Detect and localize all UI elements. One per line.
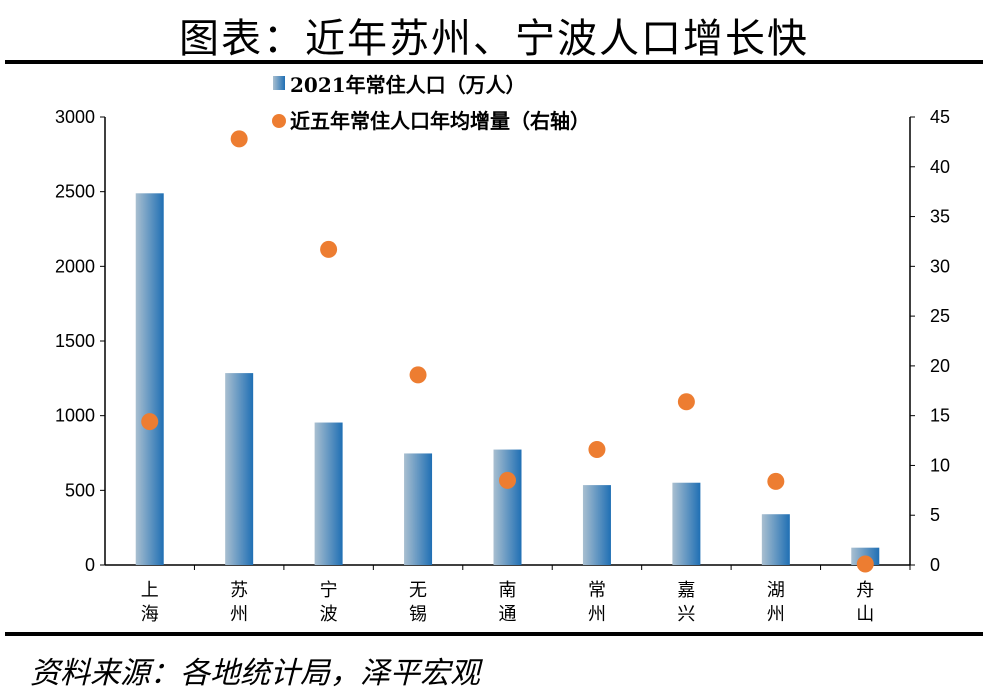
left-tick-label: 2500 xyxy=(55,182,95,202)
bar-无锡 xyxy=(404,453,433,565)
category-label: 通 xyxy=(499,604,517,625)
legend: 2021年常住人口（万人） 近五年常住人口年均增量（右轴） xyxy=(272,73,590,133)
category-label: 山 xyxy=(856,604,874,625)
bar-上海 xyxy=(135,193,164,565)
category-label: 州 xyxy=(230,604,248,625)
dot-宁波 xyxy=(320,240,338,258)
right-tick-label: 15 xyxy=(930,406,950,426)
category-label: 州 xyxy=(767,604,785,625)
dot-常州 xyxy=(588,441,606,459)
bar-湖州 xyxy=(761,514,790,565)
bar-南通 xyxy=(493,449,522,565)
right-tick-label: 40 xyxy=(930,157,950,177)
dot-苏州 xyxy=(230,130,248,148)
dot-嘉兴 xyxy=(677,393,695,411)
bottom-rule xyxy=(5,632,983,636)
right-tick-label: 0 xyxy=(930,555,940,575)
left-tick-label: 3000 xyxy=(55,107,95,127)
category-label: 苏 xyxy=(230,580,248,601)
bar-宁波 xyxy=(314,422,343,565)
dot-无锡 xyxy=(409,366,427,384)
left-tick-label: 2000 xyxy=(55,256,95,276)
legend-dot-label: 近五年常住人口年均增量（右轴） xyxy=(290,109,590,133)
dot-上海 xyxy=(141,413,159,431)
right-tick-label: 5 xyxy=(930,505,940,525)
chart-title: 图表：近年苏州、宁波人口增长快 xyxy=(179,16,809,62)
right-tick-label: 25 xyxy=(930,306,950,326)
category-label: 海 xyxy=(141,604,159,625)
left-tick-label: 0 xyxy=(85,555,95,575)
bar-常州 xyxy=(582,485,611,565)
right-tick-label: 45 xyxy=(930,107,950,127)
right-tick-label: 20 xyxy=(930,356,950,376)
left-tick-label: 1000 xyxy=(55,406,95,426)
right-tick-label: 30 xyxy=(930,256,950,276)
category-label: 无 xyxy=(409,580,427,601)
category-label: 上 xyxy=(141,580,159,601)
bar-苏州 xyxy=(225,373,254,565)
category-label: 嘉 xyxy=(677,580,695,601)
legend-bar-swatch xyxy=(273,76,285,90)
left-tick-label: 500 xyxy=(65,480,95,500)
dot-南通 xyxy=(499,471,516,489)
dot-舟山 xyxy=(856,555,874,573)
bar-嘉兴 xyxy=(672,482,701,565)
source-note: 资料来源：各地统计局，泽平宏观 xyxy=(30,656,480,691)
category-label: 南 xyxy=(499,580,517,601)
right-tick-label: 10 xyxy=(930,455,950,475)
category-label: 锡 xyxy=(409,604,427,625)
category-label: 湖 xyxy=(767,580,785,601)
category-label: 州 xyxy=(588,604,606,625)
category-label: 兴 xyxy=(677,604,695,625)
legend-dot-swatch xyxy=(272,114,286,128)
left-tick-label: 1500 xyxy=(55,331,95,351)
legend-bar-label: 2021年常住人口（万人） xyxy=(290,73,526,97)
category-label: 常 xyxy=(588,580,606,601)
top-rule xyxy=(5,60,983,64)
category-label: 舟 xyxy=(856,580,874,601)
category-label: 波 xyxy=(320,604,338,625)
category-label: 宁 xyxy=(320,580,338,601)
dot-湖州 xyxy=(767,472,785,490)
right-tick-label: 35 xyxy=(930,207,950,227)
